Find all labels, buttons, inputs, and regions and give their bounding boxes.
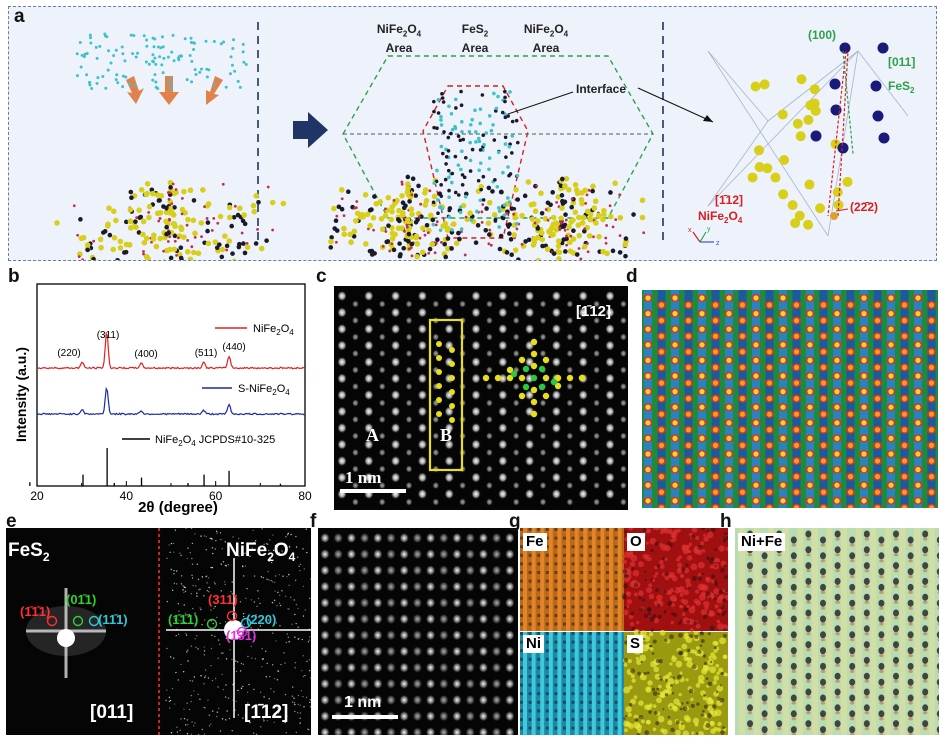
- sulfur-atoms: [75, 32, 248, 90]
- legend-nife2o4: NiFe2O4: [253, 323, 294, 337]
- panel-a-label: a: [14, 6, 25, 27]
- panel-b-chart: 20 40 60 80 Intensity (a.u.) 2θ (degree) (2…: [13, 283, 312, 515]
- panel-c-image: [334, 286, 628, 510]
- series-1: [36, 386, 306, 416]
- x-tick-label: 40: [120, 489, 134, 503]
- panel-c-label: c: [316, 266, 327, 287]
- x-tick-label: 80: [298, 489, 312, 503]
- svg-text:FeS2: FeS2: [888, 79, 915, 95]
- ni-fe-map-label: Ni+Fe: [738, 533, 786, 551]
- crystal-left: [54, 179, 287, 260]
- haadf-image-f: [320, 532, 515, 735]
- boundary-hexagon: [342, 55, 654, 219]
- sulfur-arrows-icon: [126, 76, 223, 105]
- intensity-map-d: [642, 290, 938, 508]
- plane-100-label: (100): [808, 28, 836, 42]
- fes2-title: FeS2: [8, 540, 50, 564]
- interface-label: Interface: [576, 82, 627, 96]
- fft-spot-label-4: (220): [246, 612, 276, 627]
- svg-text:(22̄2): (22̄2): [850, 200, 878, 214]
- panel-h-label: h: [720, 511, 732, 532]
- crystal-middle: [328, 89, 646, 260]
- panel-g-image: [520, 528, 728, 735]
- panel-g-label: g: [509, 511, 521, 532]
- panel-d-image: [642, 290, 938, 508]
- fe-map-label: Fe: [523, 533, 547, 551]
- area-label-middle: FeS2 Area: [461, 22, 489, 56]
- fes2-region: [422, 85, 529, 239]
- fft-spot-label-6: (1̄3̄1): [226, 628, 256, 643]
- eds-maps-g: [520, 528, 728, 735]
- fft-zone-left: [011]: [90, 702, 134, 723]
- svg-text:NiFe2O4: NiFe2O4: [698, 209, 743, 225]
- svg-text:x: x: [688, 227, 692, 234]
- eds-map-h: [739, 528, 939, 735]
- legend-s-nife2o4: S-NiFe2O4: [238, 383, 290, 397]
- panel-a-graphics: (100) [011] FeS2 [1̄12] NiFe2O4 (22̄2) x…: [54, 22, 915, 260]
- o-map-label: O: [627, 533, 645, 551]
- peak-label-311: (311): [97, 330, 120, 341]
- fft-spot-label-0: (1̄1̄1): [20, 604, 50, 619]
- svg-text:[1̄12]: [1̄12]: [715, 193, 743, 207]
- panel-e-label: e: [6, 511, 17, 532]
- xrd-ticks: 20 40 60 80: [30, 481, 312, 503]
- fft-image-e: (1̄1̄1) (01̄1)(11̄1) (311) (220) (1̄1̄1) (1̄3…: [20, 528, 311, 735]
- ni-map-label: Ni: [523, 635, 544, 653]
- panel-h-image: [735, 528, 939, 735]
- fft-spot-label-3: (311): [208, 592, 238, 607]
- xrd-series: [29, 331, 306, 486]
- fft-zone-right: [1̄12]: [244, 702, 289, 723]
- svg-text:z: z: [716, 240, 720, 247]
- svg-text:[011]: [011]: [888, 55, 915, 69]
- axis-triad-icon: x y z: [688, 226, 720, 247]
- panel-c-label-a: A: [366, 425, 379, 445]
- area-label-right: NiFe2O4 Area: [523, 22, 569, 56]
- panel-f-scale-text: 1 nm: [344, 694, 382, 711]
- panel-c-label-b: B: [440, 425, 453, 445]
- panel-d-label: d: [626, 266, 638, 287]
- nife2o4-title: NiFe2O4: [226, 540, 296, 564]
- x-axis-label: 2θ (degree): [138, 499, 218, 515]
- peak-label-440: (440): [222, 342, 245, 353]
- area-label-left: NiFe2O4 Area: [376, 22, 422, 56]
- panel-c-scale-text: 1 nm: [345, 468, 382, 487]
- series-0: [36, 331, 306, 370]
- peak-label-400: (400): [134, 349, 157, 360]
- peak-label-511: (511): [195, 348, 218, 359]
- panel-b-label: b: [8, 266, 20, 287]
- y-axis-label: Intensity (a.u.): [13, 347, 29, 442]
- crystal-right: [707, 42, 909, 237]
- fft-spot-label-1: (01̄1): [66, 592, 96, 607]
- svg-text:y: y: [707, 226, 711, 233]
- panel-f-image: [318, 528, 518, 735]
- panel-e-image: (1̄1̄1) (01̄1) (11̄1) (311) (220) (1̄1̄1) (1̄3…: [6, 528, 311, 735]
- x-tick-label: 60: [209, 489, 223, 503]
- process-arrow-icon: [293, 112, 328, 148]
- x-tick-label: 20: [30, 489, 44, 503]
- fft-spot-label-5: (1̄1̄1): [168, 612, 198, 627]
- s-map-label: S: [627, 635, 644, 653]
- panel-c-zone: [1̄12]: [576, 303, 612, 320]
- haadf-image-c: [337, 290, 627, 506]
- panel-f-label: f: [310, 511, 317, 532]
- peak-label-220: (220): [57, 348, 80, 359]
- fft-spot-label-2: (11̄1): [98, 612, 128, 627]
- legend-jcpds: NiFe2O4 JCPDS#10-325: [155, 434, 275, 448]
